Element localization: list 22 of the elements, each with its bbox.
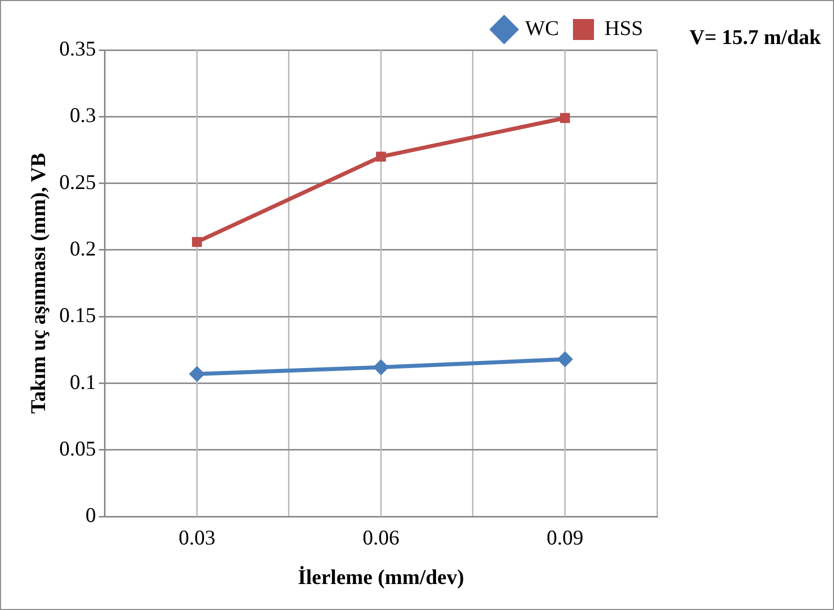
y-axis-title: Takım uç aşınması (mm), VB bbox=[26, 152, 50, 414]
point bbox=[560, 113, 570, 123]
x-tick-label: 0.03 bbox=[178, 526, 216, 550]
legend-label: WC bbox=[525, 16, 559, 40]
point bbox=[372, 359, 389, 376]
y-tick-label: 0.2 bbox=[70, 236, 96, 260]
y-tick-label: 0 bbox=[85, 503, 96, 528]
point bbox=[556, 351, 573, 368]
point bbox=[376, 152, 386, 162]
y-tick-label: 0.15 bbox=[59, 303, 96, 328]
point bbox=[188, 366, 205, 382]
y-tick-label: 0.35 bbox=[59, 36, 96, 61]
y-tick-label: 0.1 bbox=[70, 370, 96, 394]
y-tick-label: 0.05 bbox=[59, 436, 96, 460]
text: V= 15.7 m/dak bbox=[689, 25, 821, 50]
x-tick-label: 0.06 bbox=[362, 526, 400, 550]
legend-label: HSS bbox=[604, 16, 644, 40]
x-tick-label: 0.09 bbox=[546, 526, 584, 550]
y-tick-label: 0.25 bbox=[59, 170, 96, 194]
y-tick-label: 0.3 bbox=[70, 103, 96, 128]
x-axis-title: İlerleme (mm/dev) bbox=[298, 564, 464, 589]
point bbox=[192, 237, 202, 247]
